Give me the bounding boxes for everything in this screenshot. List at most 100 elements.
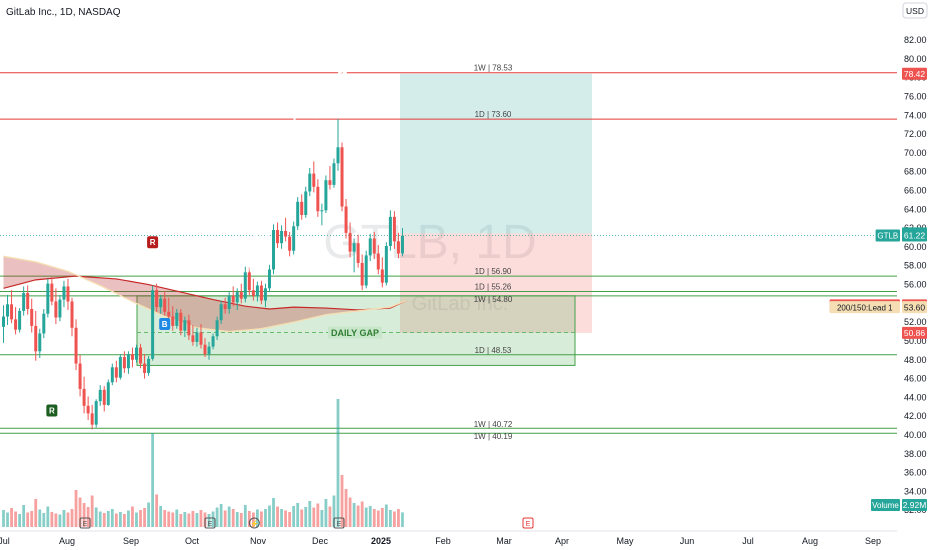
- candle[interactable]: [147, 356, 151, 376]
- candle[interactable]: [384, 242, 388, 286]
- candle[interactable]: [50, 277, 54, 306]
- candle[interactable]: [191, 324, 195, 346]
- earnings-event-icon[interactable]: E: [204, 517, 216, 529]
- earnings-event-icon[interactable]: E: [333, 517, 345, 529]
- candle[interactable]: [247, 267, 251, 295]
- candle[interactable]: [368, 233, 372, 262]
- candle[interactable]: [324, 175, 328, 214]
- candle[interactable]: [231, 286, 235, 307]
- r-signal-marker[interactable]: R: [46, 404, 58, 417]
- candle[interactable]: [203, 338, 207, 357]
- candle[interactable]: [179, 308, 183, 336]
- candle[interactable]: [340, 142, 344, 212]
- candle[interactable]: [2, 305, 5, 343]
- candle[interactable]: [284, 217, 288, 242]
- candle[interactable]: [195, 327, 199, 347]
- candle[interactable]: [259, 280, 263, 305]
- candle[interactable]: [364, 250, 368, 289]
- price-badge[interactable]: 61.22 GTLB: [875, 229, 927, 242]
- candle[interactable]: [316, 179, 320, 217]
- candle[interactable]: [70, 297, 74, 337]
- candle[interactable]: [143, 354, 147, 379]
- candle[interactable]: [22, 286, 26, 316]
- candle[interactable]: [139, 343, 143, 369]
- candle[interactable]: [392, 211, 396, 249]
- candle[interactable]: [320, 203, 324, 226]
- candle[interactable]: [223, 297, 227, 314]
- earnings-event-icon[interactable]: E: [522, 517, 534, 529]
- candle[interactable]: [251, 278, 255, 301]
- candle[interactable]: [82, 376, 86, 414]
- currency-button[interactable]: USD: [902, 2, 928, 19]
- volume-badge[interactable]: 2.92M Volume: [871, 499, 927, 511]
- candle[interactable]: [235, 288, 239, 310]
- candle[interactable]: [38, 328, 42, 358]
- candle[interactable]: [66, 278, 70, 310]
- price-axis-panel[interactable]: [897, 0, 932, 550]
- candle[interactable]: [151, 285, 155, 361]
- candle[interactable]: [167, 297, 171, 322]
- candle[interactable]: [98, 385, 102, 406]
- candle[interactable]: [94, 399, 98, 428]
- candle[interactable]: [134, 344, 138, 363]
- candle[interactable]: [352, 238, 356, 273]
- candle[interactable]: [267, 264, 271, 293]
- candle[interactable]: [328, 166, 332, 190]
- r-signal-marker[interactable]: R: [147, 236, 159, 249]
- candle[interactable]: [118, 354, 122, 380]
- candle[interactable]: [332, 158, 336, 188]
- candle[interactable]: [272, 224, 276, 275]
- candle[interactable]: [110, 363, 114, 386]
- candle[interactable]: [42, 308, 46, 339]
- candle[interactable]: [14, 307, 18, 335]
- price-badge[interactable]: 78.42: [902, 67, 927, 80]
- candle[interactable]: [348, 222, 352, 258]
- candle[interactable]: [376, 245, 380, 275]
- candle[interactable]: [159, 294, 163, 314]
- candle[interactable]: [54, 288, 58, 325]
- candle[interactable]: [243, 266, 247, 303]
- candle[interactable]: [372, 231, 376, 260]
- candle[interactable]: [106, 379, 110, 406]
- candle[interactable]: [219, 300, 223, 325]
- candle[interactable]: [312, 161, 316, 193]
- candle[interactable]: [276, 222, 280, 248]
- candle[interactable]: [344, 198, 348, 239]
- candle[interactable]: [163, 291, 167, 316]
- candle[interactable]: [380, 257, 384, 288]
- candle[interactable]: [255, 281, 259, 302]
- candle[interactable]: [86, 396, 90, 420]
- candle[interactable]: [336, 119, 340, 171]
- earnings-event-icon[interactable]: E: [79, 517, 91, 529]
- candle[interactable]: [356, 234, 360, 268]
- price-badge[interactable]: 53.60 200/150:Lead 1: [829, 301, 927, 314]
- candle[interactable]: [288, 231, 292, 257]
- candle[interactable]: [175, 308, 179, 329]
- candle[interactable]: [360, 254, 364, 291]
- candle[interactable]: [78, 355, 82, 397]
- candle[interactable]: [400, 228, 404, 257]
- candle[interactable]: [396, 232, 400, 259]
- candle[interactable]: [6, 294, 10, 325]
- candle[interactable]: [300, 194, 304, 220]
- candle[interactable]: [155, 283, 159, 312]
- candle[interactable]: [130, 347, 134, 368]
- projection-path[interactable]: [249, 68, 347, 271]
- candle[interactable]: [30, 298, 34, 333]
- candle[interactable]: [308, 167, 312, 197]
- candle[interactable]: [18, 308, 22, 333]
- candle[interactable]: [26, 285, 30, 315]
- candle[interactable]: [171, 306, 175, 331]
- target-zone[interactable]: [400, 73, 592, 234]
- dividend-event-icon[interactable]: ⚡: [248, 517, 260, 529]
- stop-zone[interactable]: [400, 233, 592, 333]
- candle[interactable]: [187, 314, 191, 341]
- candle[interactable]: [388, 210, 392, 251]
- candle[interactable]: [292, 221, 296, 255]
- candle[interactable]: [239, 283, 243, 304]
- candle[interactable]: [199, 324, 203, 349]
- candle[interactable]: [207, 341, 211, 360]
- candle[interactable]: [280, 225, 284, 249]
